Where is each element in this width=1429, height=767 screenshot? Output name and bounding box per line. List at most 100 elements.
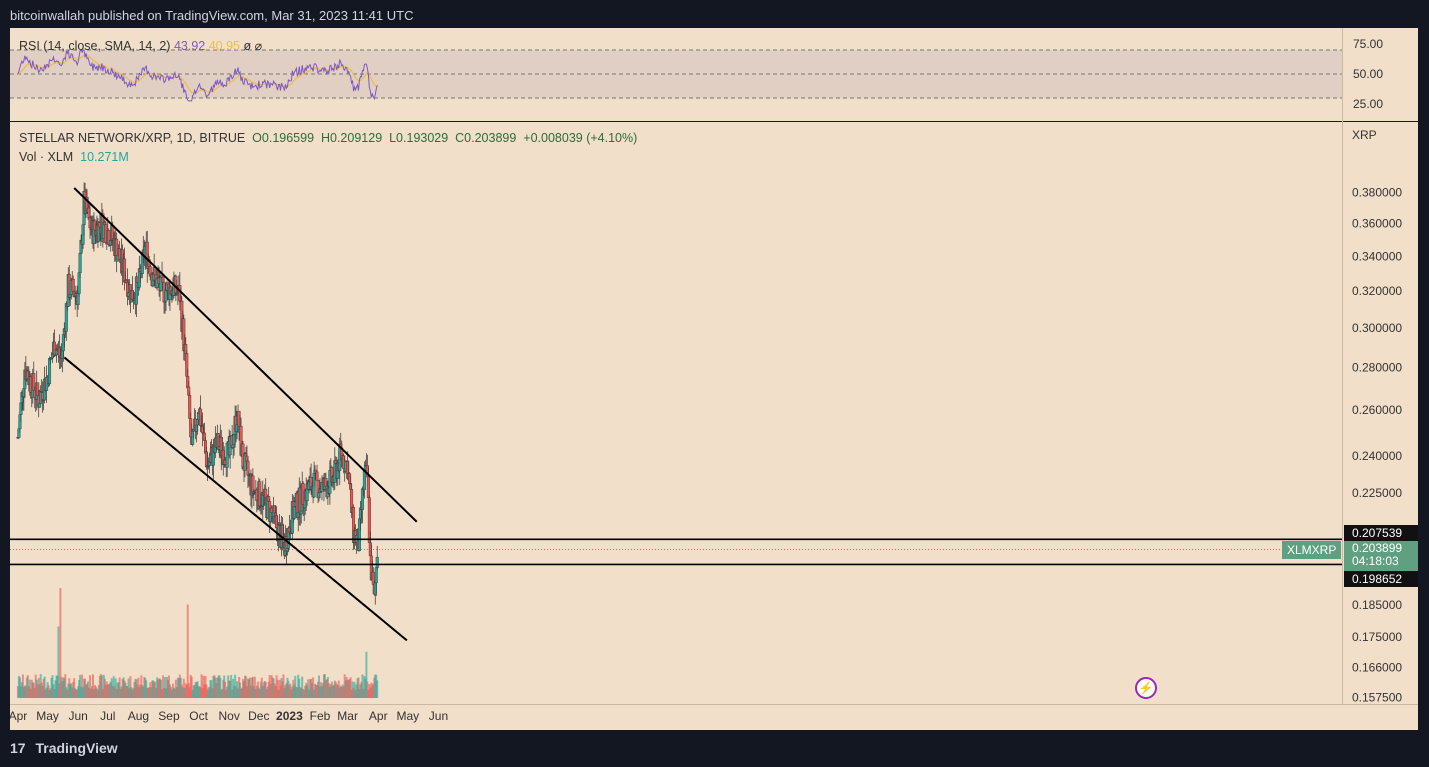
volume-bar (361, 674, 364, 698)
volume-bar (307, 679, 310, 698)
chart-canvas[interactable]: 0.380000 0.360000 0.340000 0.320000 0.300000… (10, 28, 1418, 730)
time-axis-separator (10, 704, 1418, 705)
lightning-icon[interactable]: ⚡ (1135, 677, 1157, 699)
volume-bar (276, 679, 279, 698)
symbol-tag: XLMXRP (1282, 541, 1342, 559)
volume-bar (234, 674, 237, 698)
trendline-lower (63, 356, 408, 642)
rsi-line (17, 49, 378, 102)
volume-bar (64, 674, 67, 698)
volume-bar (81, 674, 84, 698)
volume-bar (91, 674, 94, 698)
price-tick-label: 0.300000 (1352, 321, 1402, 335)
price-tick-label: 0.240000 (1352, 449, 1402, 463)
rsi-label: RSI (14, close, SMA, 14, 2) (19, 39, 171, 53)
lower-level-tag: 0.198652 (1344, 571, 1418, 587)
time-tick-label: May (36, 709, 59, 723)
settings-icon[interactable]: ⌀ (254, 39, 263, 53)
price-tick-label: 0.280000 (1352, 361, 1402, 375)
price-axis-separator (1342, 28, 1343, 704)
pane-separator[interactable] (10, 121, 1418, 122)
volume-bar (200, 674, 203, 698)
symbol-legend[interactable]: STELLAR NETWORK/XRP, 1D, BITRUE O0.19659… (19, 131, 637, 145)
candle-body (299, 510, 303, 515)
price-tick-label: 0.166000 (1352, 660, 1402, 674)
volume-label: Vol · XLM (19, 150, 74, 164)
volume-bar (186, 604, 189, 698)
volume-bar (160, 679, 163, 698)
rsi-tick-75: 75.00 (1353, 37, 1384, 51)
volume-bar (365, 651, 368, 698)
volume-bar (357, 677, 360, 698)
time-tick-label: 2023 (276, 709, 303, 723)
volume-bar (312, 677, 315, 698)
volume-bar (219, 677, 222, 698)
volume-bar (162, 675, 165, 698)
volume-bar (57, 626, 60, 698)
time-tick-label: Apr (10, 709, 27, 723)
volume-bar (282, 674, 285, 698)
candle-body (78, 252, 82, 273)
volume-bar (73, 678, 76, 698)
trendline-upper (73, 187, 418, 523)
volume-bar (100, 675, 103, 698)
publisher-header: bitcoinwallah published on TradingView.c… (10, 8, 414, 23)
time-tick-label: Apr (369, 709, 388, 723)
rsi-value: 43.92 (173, 39, 206, 53)
volume-bar (79, 674, 82, 698)
candle-body (375, 556, 379, 568)
volume-bar (230, 675, 233, 698)
volume-bar (59, 588, 62, 698)
tradingview-logo-icon: 17 (10, 740, 26, 756)
price-tick-label: 0.340000 (1352, 249, 1402, 263)
volume-bar (89, 675, 92, 698)
price-tick-label: 0.320000 (1352, 284, 1402, 298)
time-tick-label: Feb (310, 709, 331, 723)
price-tick-label: 0.360000 (1352, 217, 1402, 231)
open-value: O0.196599 (252, 131, 315, 145)
candle-body (71, 278, 75, 292)
price-tick-label: 0.260000 (1352, 403, 1402, 417)
low-value: L0.193029 (389, 131, 449, 145)
volume-bar (127, 678, 130, 698)
time-tick-label: Sep (158, 709, 180, 723)
price-tick-label: 0.157500 (1352, 691, 1402, 705)
brand-name: TradingView (35, 740, 118, 756)
change-value: +0.008039 (+4.10%) (523, 131, 638, 145)
volume-bar (294, 675, 297, 698)
volume-bar (21, 674, 24, 698)
time-tick-label: Nov (219, 709, 240, 723)
candle-body (315, 471, 319, 481)
volume-value: 10.271M (80, 150, 129, 164)
visibility-icon[interactable]: ø (243, 39, 252, 53)
volume-bar (118, 677, 121, 698)
price-tick-label: 0.225000 (1352, 486, 1402, 500)
volume-bar (43, 676, 46, 698)
time-tick-label: Jul (100, 709, 115, 723)
rsi-tick-50: 50.00 (1353, 67, 1384, 81)
rsi-legend[interactable]: RSI (14, close, SMA, 14, 2) 43.92 40.95 … (19, 38, 262, 53)
time-tick-label: Mar (337, 709, 358, 723)
volume-bar (349, 677, 352, 698)
candle-body (366, 476, 370, 498)
chart-frame[interactable]: 0.380000 0.360000 0.340000 0.320000 0.300000… (10, 28, 1418, 730)
price-tag: 0.203899 04:18:03 (1344, 541, 1418, 571)
time-tick-label: Jun (429, 709, 448, 723)
volume-bar (129, 676, 132, 698)
footer-brand[interactable]: 17 TradingView (10, 740, 118, 756)
volume-bar (366, 681, 369, 698)
price-tick-label: 0.175000 (1352, 630, 1402, 644)
time-tick-label: May (397, 709, 420, 723)
volume-bar (301, 676, 304, 698)
time-tick-label: Oct (189, 709, 208, 723)
time-tick-label: Jun (68, 709, 87, 723)
time-tick-label: Aug (128, 709, 149, 723)
volume-bar (190, 676, 193, 698)
candle-body (374, 567, 378, 584)
volume-bar (164, 677, 167, 698)
symbol-title[interactable]: STELLAR NETWORK/XRP, 1D, BITRUE (19, 131, 246, 145)
time-tick-label: Dec (248, 709, 269, 723)
bar-countdown: 04:18:03 (1352, 554, 1399, 568)
rsi-tick-25: 25.00 (1353, 97, 1384, 111)
volume-legend[interactable]: Vol · XLM 10.271M (19, 150, 129, 164)
